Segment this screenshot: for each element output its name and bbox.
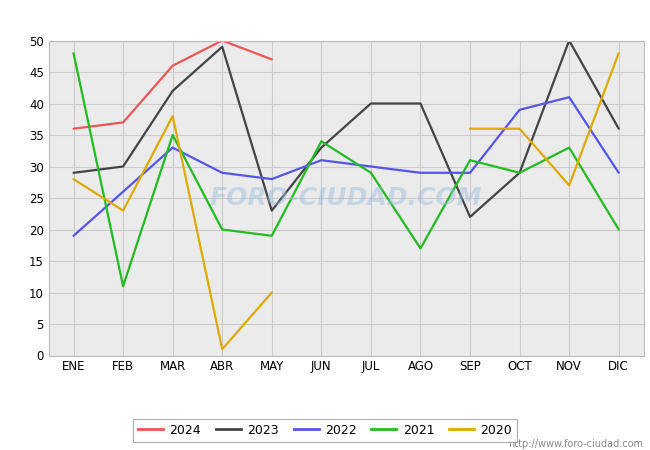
Text: http://www.foro-ciudad.com: http://www.foro-ciudad.com <box>508 439 644 449</box>
Legend: 2024, 2023, 2022, 2021, 2020: 2024, 2023, 2022, 2021, 2020 <box>133 418 517 441</box>
Text: FORO-CIUDAD.COM: FORO-CIUDAD.COM <box>210 186 482 210</box>
Text: Matriculaciones de Vehiculos en Villanueva del Pardillo: Matriculaciones de Vehiculos en Villanue… <box>124 9 526 24</box>
